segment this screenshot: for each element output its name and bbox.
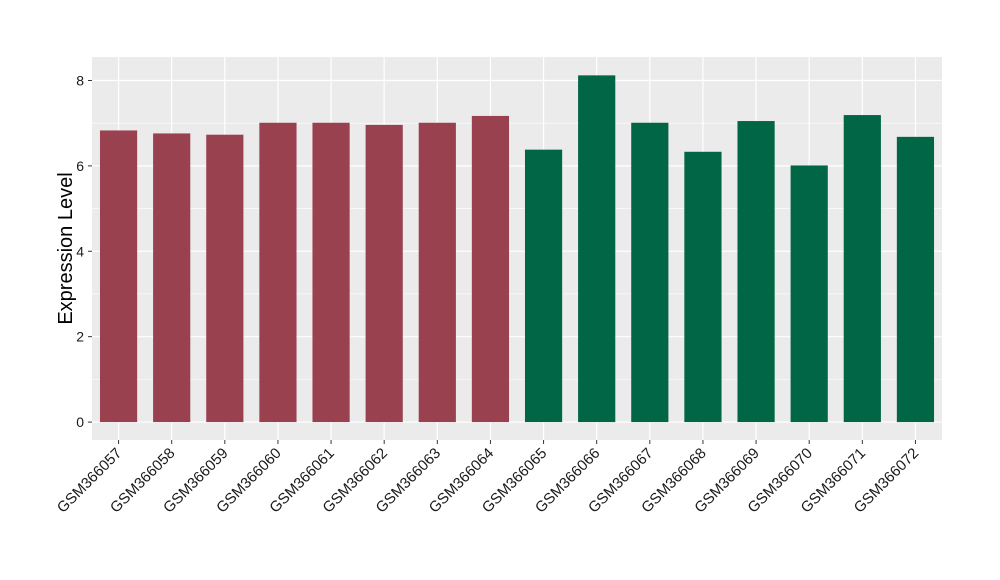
bar — [259, 122, 297, 423]
bar — [418, 122, 456, 423]
bar — [843, 115, 881, 423]
bar — [578, 75, 616, 423]
bar — [737, 121, 775, 423]
bar — [153, 133, 191, 423]
y-tick-label: 8 — [76, 72, 84, 88]
y-tick-label: 0 — [76, 414, 84, 430]
bar — [471, 115, 510, 423]
bar — [365, 124, 403, 423]
bar — [524, 149, 563, 423]
y-axis-title: Expression Level — [55, 172, 77, 324]
y-tick-label: 6 — [76, 158, 84, 174]
y-tick-label: 2 — [76, 329, 84, 345]
bar — [99, 130, 138, 423]
bar — [896, 136, 935, 423]
bars — [99, 75, 935, 423]
y-tick-label: 4 — [76, 243, 84, 259]
x-axis-ticks: GSM366057GSM366058GSM366059GSM366060GSM3… — [54, 440, 922, 516]
y-axis-ticks: 0 2 4 6 8 — [76, 72, 92, 430]
bar — [631, 122, 669, 423]
bar — [206, 134, 244, 423]
bar — [312, 122, 350, 423]
bar — [790, 165, 828, 423]
bar — [684, 151, 722, 423]
